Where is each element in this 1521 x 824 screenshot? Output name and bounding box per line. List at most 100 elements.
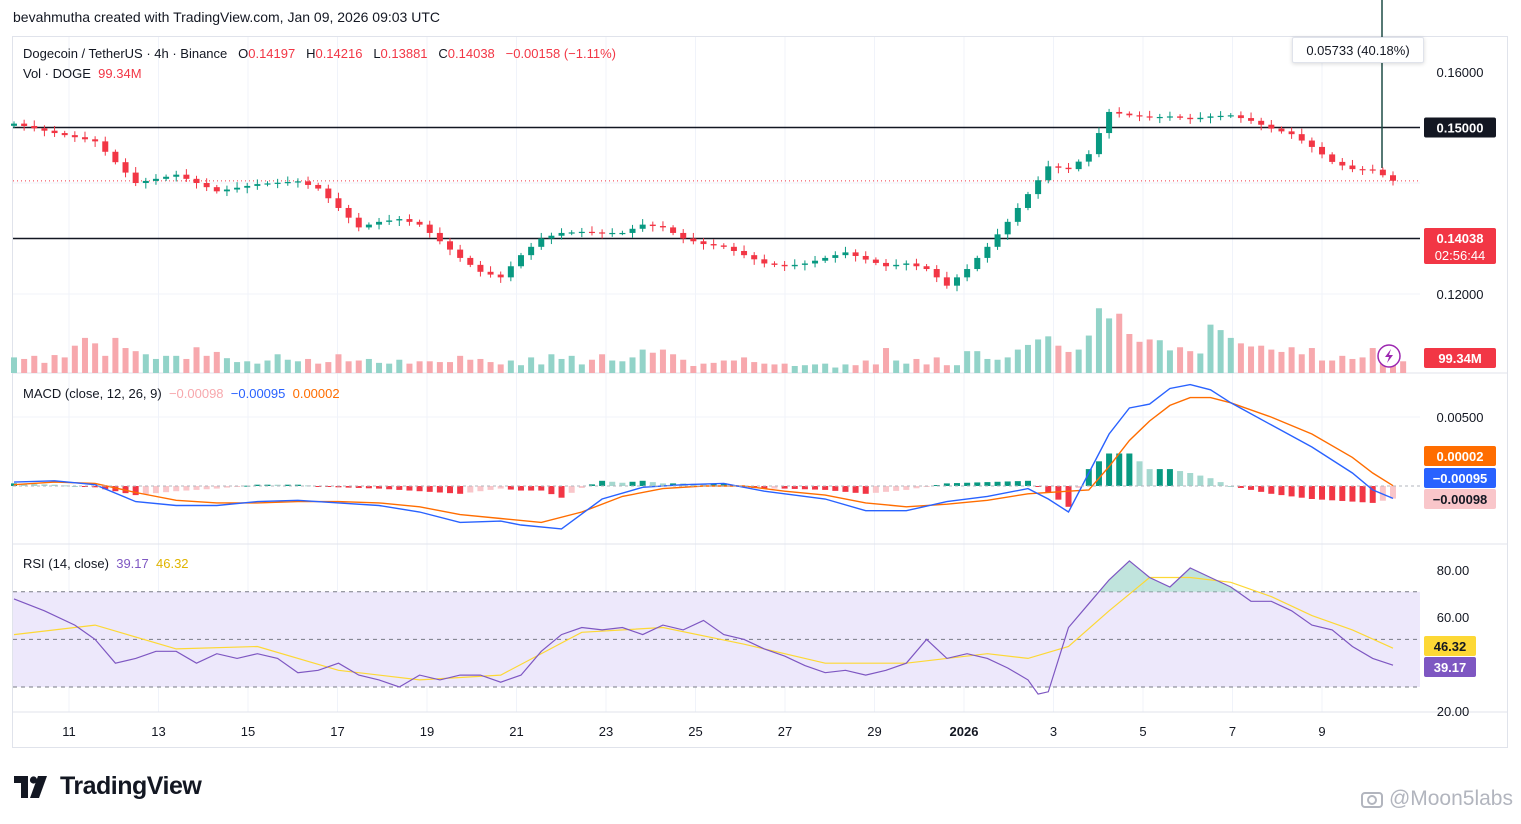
candle-body bbox=[294, 181, 301, 183]
macd-histogram-bar bbox=[1319, 486, 1326, 500]
macd-histogram-bar bbox=[223, 486, 230, 488]
volume-label[interactable]: Vol · DOGE bbox=[23, 66, 91, 81]
candle-body bbox=[872, 259, 879, 263]
time-axis-tick: 11 bbox=[62, 724, 76, 739]
candle-body bbox=[720, 245, 727, 247]
tradingview-logo[interactable]: TradingView bbox=[14, 772, 202, 801]
volume-bar bbox=[538, 364, 545, 373]
volume-bar bbox=[193, 347, 200, 373]
volume-bar bbox=[1248, 346, 1255, 373]
candle-body bbox=[284, 182, 291, 184]
volume-bar bbox=[781, 363, 788, 373]
volume-bar bbox=[791, 365, 798, 373]
volume-bar bbox=[284, 359, 291, 373]
symbol-name[interactable]: Dogecoin / TetherUS · 4h · Binance bbox=[23, 46, 228, 61]
macd-histogram-bar bbox=[1004, 481, 1011, 486]
volume-bar bbox=[822, 363, 829, 373]
candle-body bbox=[203, 183, 210, 188]
candle-body bbox=[1004, 221, 1011, 235]
volume-tag-bg bbox=[1424, 348, 1496, 368]
volume-bar bbox=[183, 358, 190, 373]
candle-body bbox=[1126, 113, 1133, 116]
macd-histogram-bar bbox=[1075, 486, 1082, 488]
macd-histogram-bar bbox=[974, 482, 981, 486]
volume-bar bbox=[345, 361, 352, 373]
time-axis-tick: 3 bbox=[1050, 724, 1057, 739]
time-axis-tick: 23 bbox=[599, 724, 613, 739]
macd-histogram-bar bbox=[862, 486, 869, 494]
volume-bar bbox=[406, 363, 413, 373]
candle-body bbox=[487, 271, 494, 275]
candle-body bbox=[213, 187, 220, 192]
macd-histogram-bar bbox=[436, 486, 443, 493]
macd-histogram-bar bbox=[852, 486, 859, 493]
macd-histogram-bar bbox=[416, 486, 423, 492]
volume-bar bbox=[568, 355, 575, 373]
macd-histogram-bar bbox=[1288, 486, 1295, 497]
candle-body bbox=[163, 176, 170, 179]
volume-bar bbox=[1177, 347, 1184, 373]
rsi-title[interactable]: RSI (14, close) bbox=[23, 556, 109, 571]
lightning-icon-glyph bbox=[1385, 349, 1393, 363]
candle-body bbox=[578, 231, 585, 234]
volume-bar bbox=[832, 367, 839, 373]
volume-bar bbox=[883, 348, 890, 373]
macd-histogram-bar bbox=[1024, 480, 1031, 486]
rsi-axis-tick: 60.00 bbox=[1437, 610, 1470, 625]
macd-histogram-bar bbox=[1116, 453, 1123, 486]
candle-body bbox=[812, 260, 819, 264]
volume-bar bbox=[1227, 337, 1234, 373]
candle-body bbox=[1227, 115, 1234, 117]
volume-bar bbox=[1308, 348, 1315, 373]
volume-bar bbox=[487, 362, 494, 373]
macd-histogram-bar bbox=[203, 486, 210, 490]
volume-bar bbox=[335, 354, 342, 373]
macd-histogram-bar bbox=[558, 486, 565, 498]
macd-line-tag: −0.00095 bbox=[1433, 471, 1488, 486]
macd-histogram-bar bbox=[467, 486, 474, 493]
macd-hist-value: −0.00098 bbox=[168, 386, 224, 401]
macd-title[interactable]: MACD (close, 12, 26, 9) bbox=[23, 386, 162, 401]
candle-body bbox=[1390, 175, 1396, 181]
rsi-axis-tick: 20.00 bbox=[1437, 704, 1470, 719]
candle-body bbox=[964, 269, 971, 278]
macd-histogram-bar bbox=[1369, 486, 1376, 503]
macd-legend: MACD (close, 12, 26, 9) −0.00098 −0.0009… bbox=[23, 386, 340, 401]
macd-histogram-bar bbox=[1379, 486, 1386, 501]
chart-frame[interactable] bbox=[12, 36, 1508, 748]
volume-bar bbox=[142, 354, 149, 373]
volume-bar bbox=[528, 357, 535, 373]
macd-histogram-bar bbox=[639, 480, 646, 486]
macd-histogram-bar bbox=[1035, 486, 1042, 487]
macd-histogram-bar bbox=[294, 484, 301, 486]
macd-histogram-bar bbox=[376, 486, 383, 489]
macd-histogram-bar bbox=[213, 486, 220, 489]
volume-bar bbox=[1004, 357, 1011, 373]
volume-bar bbox=[933, 357, 940, 373]
candle-body bbox=[477, 264, 484, 272]
candle-body bbox=[234, 187, 241, 190]
volume-bar bbox=[386, 363, 393, 373]
candle-body bbox=[903, 263, 910, 265]
volume-bar bbox=[457, 355, 464, 373]
candle-body bbox=[345, 207, 352, 218]
volume-bar bbox=[953, 365, 960, 373]
macd-histogram-bar bbox=[700, 484, 707, 486]
candle-body bbox=[994, 234, 1001, 247]
volume-bar bbox=[558, 358, 565, 373]
macd-histogram-bar bbox=[1227, 486, 1234, 487]
candle-body bbox=[193, 178, 200, 183]
volume-bar bbox=[1298, 354, 1305, 373]
time-axis-tick: 2026 bbox=[950, 724, 979, 739]
volume-bar bbox=[872, 364, 879, 373]
volume-bar bbox=[152, 358, 159, 373]
chart-credit: bevahmutha created with TradingView.com,… bbox=[13, 9, 440, 25]
candle-body bbox=[558, 232, 565, 236]
volume-bar bbox=[203, 355, 210, 373]
volume-bar bbox=[1045, 336, 1052, 373]
macd-histogram-bar bbox=[21, 483, 28, 486]
volume-bar bbox=[1065, 351, 1072, 373]
macd-histogram-bar bbox=[507, 486, 514, 490]
volume-bar bbox=[71, 345, 78, 373]
